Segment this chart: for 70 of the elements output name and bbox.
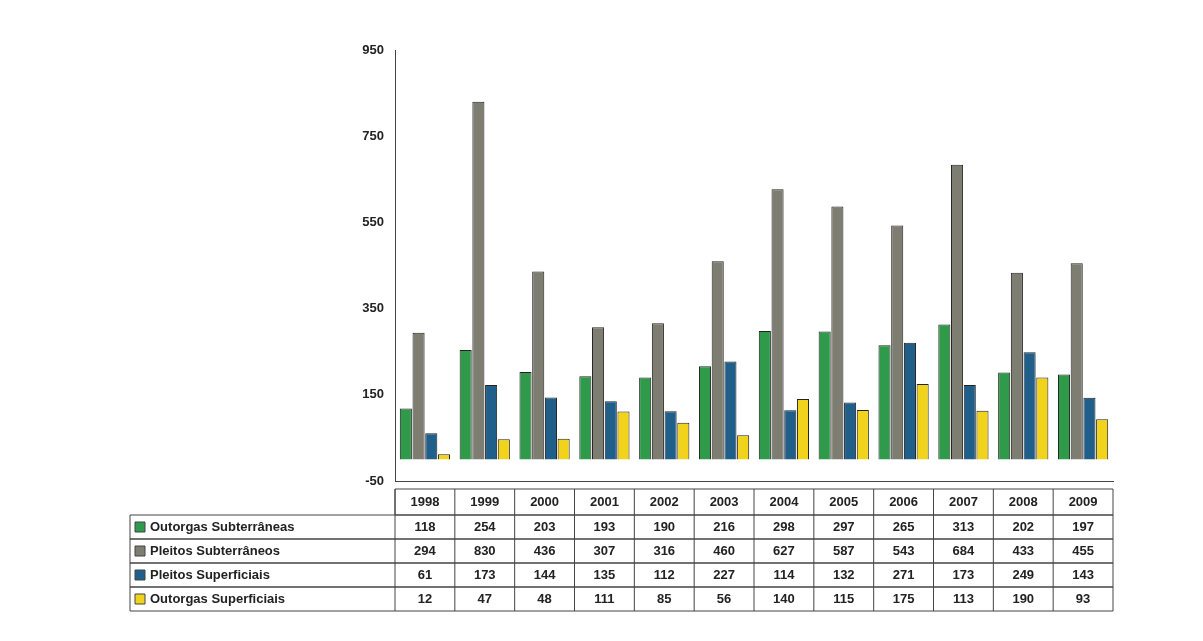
data-label: 111	[594, 590, 615, 606]
data-label: 294	[414, 542, 437, 558]
data-label: 684	[952, 542, 976, 558]
data-label: 118	[414, 518, 436, 534]
x-tick-label: 2008	[1008, 493, 1038, 509]
y-tick-label: -50	[365, 472, 384, 488]
data-label: 143	[1072, 566, 1094, 582]
data-label: 135	[593, 566, 616, 582]
x-tick-label: 1998	[410, 493, 440, 509]
data-label: 587	[832, 542, 855, 558]
data-label: 254	[473, 518, 497, 534]
legend-label: Pleitos Superficiais	[150, 566, 270, 582]
data-label: 307	[593, 542, 616, 558]
data-label: 830	[473, 542, 496, 558]
legend-label: Pleitos Subterrâneos	[150, 542, 281, 558]
data-label: 56	[716, 590, 732, 606]
data-label: 297	[832, 518, 855, 534]
data-label: 48	[537, 590, 552, 606]
x-tick-label: 2000	[530, 493, 560, 509]
y-tick-label: 550	[362, 213, 384, 229]
x-tick-label: 2002	[649, 493, 679, 509]
x-tick-label: 2003	[709, 493, 739, 509]
data-label: 193	[593, 518, 616, 534]
data-label: 190	[1012, 590, 1035, 606]
x-tick-label: 2004	[769, 493, 800, 509]
data-label: 197	[1072, 518, 1094, 534]
data-label: 93	[1075, 590, 1091, 606]
data-label: 144	[533, 566, 557, 582]
legend-label: Outorgas Superficiais	[150, 590, 286, 606]
y-tick-label: 750	[362, 127, 384, 143]
data-label: 249	[1012, 566, 1035, 582]
data-label: 227	[713, 566, 735, 582]
data-label: 115	[833, 590, 855, 606]
data-label: 627	[773, 542, 795, 558]
x-tick-label: 2005	[829, 493, 859, 509]
x-tick-label: 1999	[470, 493, 500, 509]
data-label: 316	[653, 542, 676, 558]
data-label: 460	[713, 542, 735, 558]
data-label: 436	[533, 542, 556, 558]
data-label: 543	[892, 542, 915, 558]
data-label: 132	[832, 566, 855, 582]
data-label: 112	[653, 566, 675, 582]
data-label: 85	[657, 590, 672, 606]
data-label: 298	[773, 518, 795, 534]
data-label: 313	[952, 518, 975, 534]
y-tick-label: 150	[362, 386, 384, 402]
data-label: 113	[952, 590, 974, 606]
data-label: 12	[417, 590, 433, 606]
data-label: 175	[892, 590, 915, 606]
data-label: 433	[1012, 542, 1035, 558]
x-tick-label: 2001	[589, 493, 619, 509]
data-label: 114	[773, 566, 796, 582]
data-label: 203	[533, 518, 556, 534]
data-label: 47	[477, 590, 492, 606]
data-label: 61	[417, 566, 433, 582]
data-label: 216	[713, 518, 735, 534]
x-tick-label: 2009	[1068, 493, 1098, 509]
data-label: 202	[1012, 518, 1035, 534]
y-tick-label: 350	[362, 300, 384, 316]
data-label: 140	[773, 590, 795, 606]
data-label: 265	[892, 518, 915, 534]
x-tick-label: 2007	[948, 493, 978, 509]
data-label: 271	[892, 566, 915, 582]
data-label: 455	[1072, 542, 1094, 558]
x-tick-label: 2006	[889, 493, 919, 509]
legend-label: Outorgas Subterrâneas	[150, 518, 295, 534]
data-label: 173	[473, 566, 496, 582]
data-label: 173	[952, 566, 975, 582]
data-label: 190	[653, 518, 676, 534]
y-tick-label: 950	[362, 41, 384, 57]
